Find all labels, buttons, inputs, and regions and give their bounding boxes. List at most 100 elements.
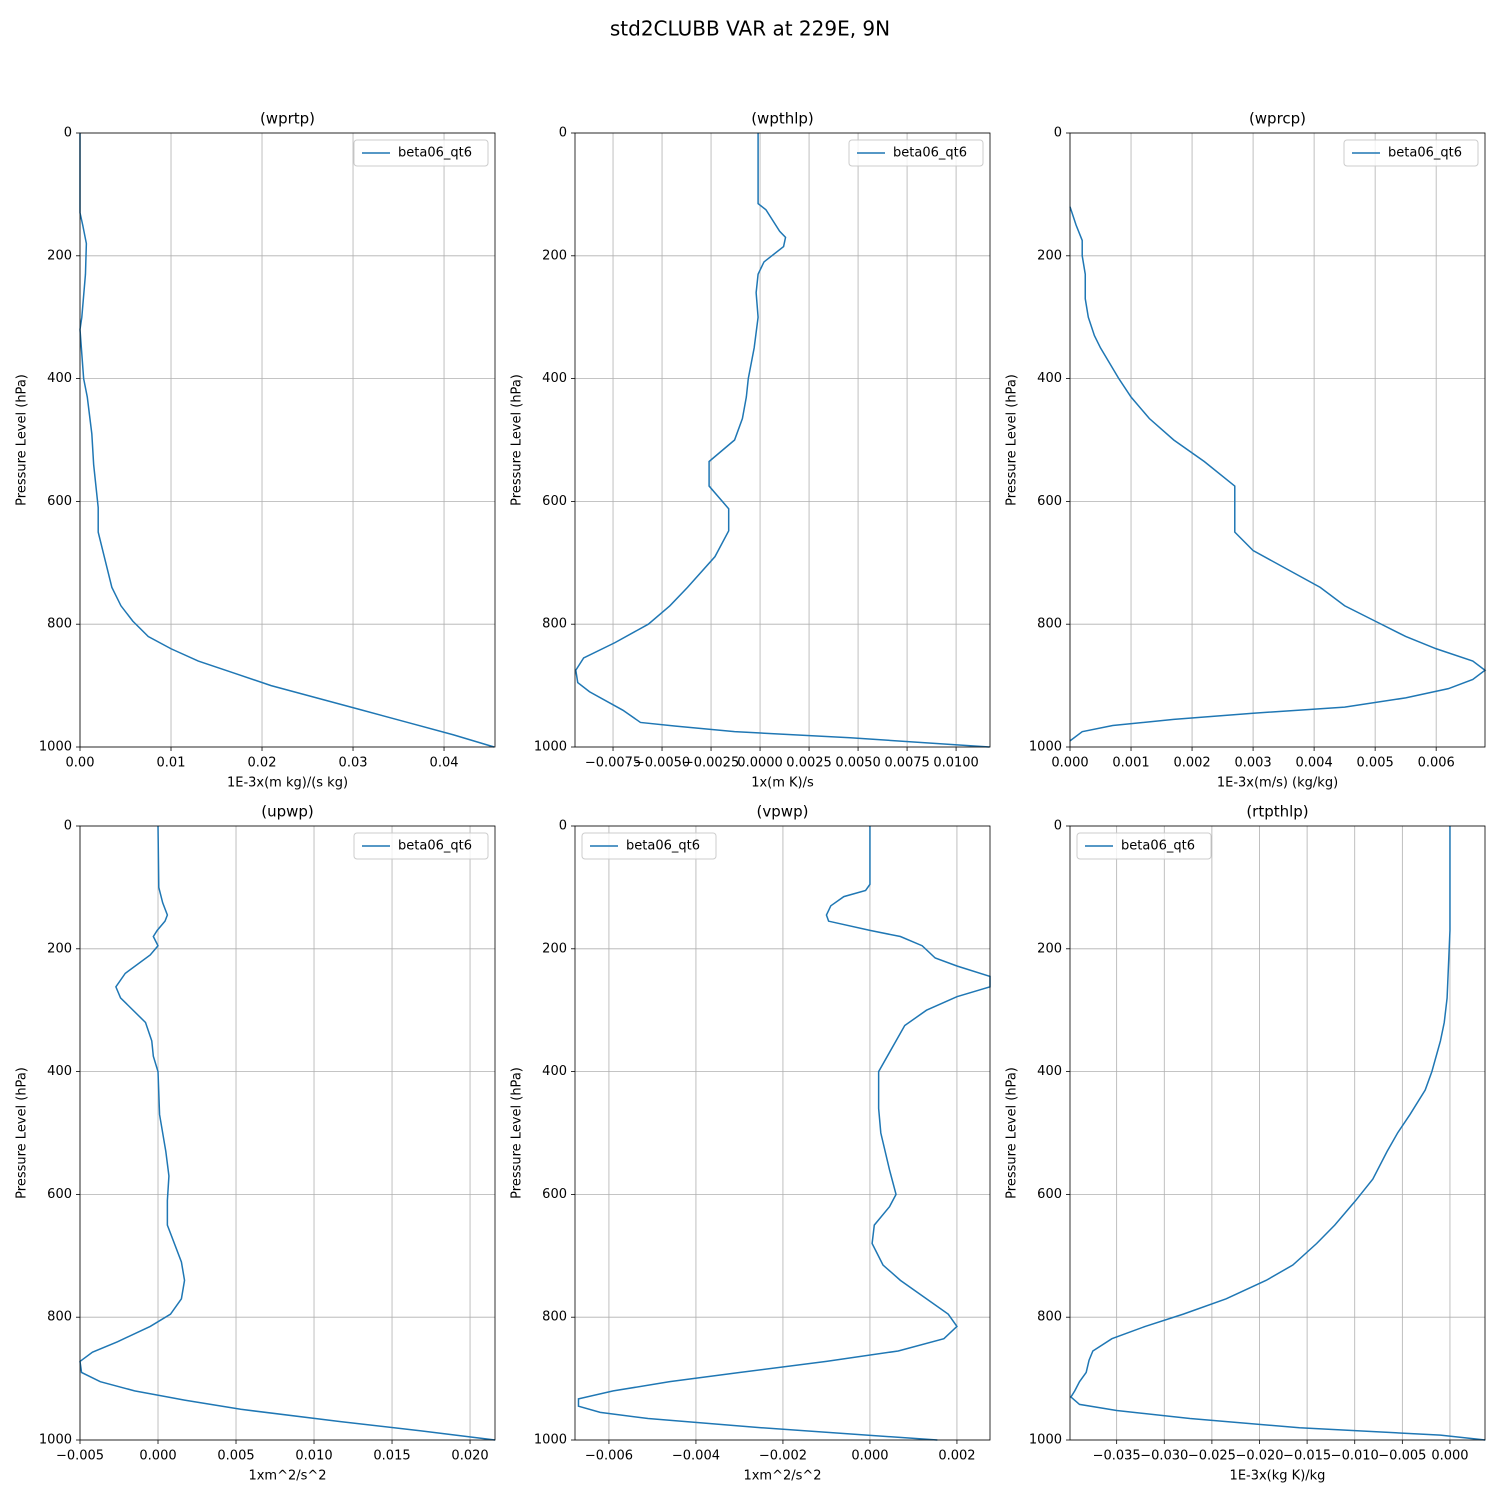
x-tick-label: 0.006 [1418, 756, 1455, 771]
y-tick-label: 800 [47, 617, 72, 632]
x-tick-label: −0.020 [1235, 1449, 1283, 1464]
y-tick-label: 400 [47, 371, 72, 386]
legend-label: beta06_qt6 [398, 146, 472, 161]
y-tick-label: 0 [1054, 126, 1062, 141]
x-tick-label: 0.004 [1296, 756, 1333, 771]
x-tick-label: 0.020 [451, 1449, 488, 1464]
x-tick-label: 0.005 [217, 1449, 254, 1464]
x-tick-label: 0.03 [339, 756, 368, 771]
y-tick-label: 600 [1037, 494, 1062, 509]
y-tick-label: 1000 [39, 740, 72, 755]
x-tick-label: 0.00 [66, 756, 95, 771]
legend-label: beta06_qt6 [398, 839, 472, 854]
chart-title: (vpwp) [757, 803, 809, 821]
y-tick-label: 400 [47, 1064, 72, 1079]
y-tick-label: 1000 [39, 1433, 72, 1448]
data-line [79, 133, 495, 748]
y-tick-label: 800 [1037, 617, 1062, 632]
y-tick-label: 0 [559, 819, 567, 834]
y-axis-label: Pressure Level (hPa) [1005, 374, 1020, 506]
x-axis-label: 1E-3x(m kg)/(s kg) [227, 776, 348, 791]
x-tick-label: −0.030 [1140, 1449, 1188, 1464]
x-axis-label: 1E-3x(kg K)/kg [1230, 1469, 1326, 1484]
y-tick-label: 1000 [534, 1433, 567, 1448]
y-tick-label: 1000 [534, 740, 567, 755]
legend-label: beta06_qt6 [1388, 146, 1462, 161]
x-tick-label: −0.0050 [634, 756, 690, 771]
x-tick-label: 0.0100 [933, 756, 979, 771]
y-tick-label: 600 [47, 1187, 72, 1202]
y-axis-label: Pressure Level (hPa) [15, 374, 30, 506]
x-tick-label: 0.0025 [786, 756, 832, 771]
legend-box [1076, 832, 1212, 860]
x-tick-label: 0.02 [248, 756, 277, 771]
x-axis-label: 1xm^2/s^2 [248, 1469, 326, 1484]
chart-title: (wpthlp) [751, 110, 814, 128]
legend: beta06_qt6 [1343, 139, 1479, 167]
y-tick-label: 800 [47, 1310, 72, 1325]
x-tick-label: 0.002 [1173, 756, 1210, 771]
axes-frame [79, 825, 496, 1441]
legend-box [1343, 139, 1479, 167]
y-tick-label: 400 [542, 371, 567, 386]
y-tick-label: 200 [1037, 941, 1062, 956]
y-tick-label: 200 [542, 941, 567, 956]
y-tick-label: 200 [1037, 248, 1062, 263]
legend: beta06_qt6 [353, 139, 489, 167]
y-tick-label: 600 [47, 494, 72, 509]
y-tick-label: 0 [64, 126, 72, 141]
legend-box [848, 139, 984, 167]
data-line [577, 826, 991, 1441]
y-tick-label: 600 [542, 1187, 567, 1202]
x-tick-label: −0.0075 [585, 756, 641, 771]
x-tick-label: 0.015 [373, 1449, 410, 1464]
y-tick-label: 0 [559, 126, 567, 141]
legend: beta06_qt6 [848, 139, 984, 167]
legend: beta06_qt6 [1076, 832, 1212, 860]
data-line [1069, 206, 1487, 742]
y-tick-label: 600 [1037, 1187, 1062, 1202]
y-tick-label: 200 [542, 248, 567, 263]
x-tick-label: 0.000 [139, 1449, 176, 1464]
chart-title: (wprcp) [1249, 110, 1306, 128]
x-tick-label: −0.006 [585, 1449, 633, 1464]
y-axis-label: Pressure Level (hPa) [1005, 1067, 1020, 1199]
legend-box [353, 139, 489, 167]
y-tick-label: 200 [47, 248, 72, 263]
data-line [574, 133, 990, 748]
x-tick-label: −0.035 [1093, 1449, 1141, 1464]
legend-label: beta06_qt6 [893, 146, 967, 161]
x-tick-label: 0.000 [1431, 1449, 1468, 1464]
legend-label: beta06_qt6 [626, 839, 700, 854]
axes-frame [574, 825, 991, 1441]
chart-title: (wprtp) [260, 110, 315, 128]
legend-box [353, 832, 489, 860]
axes-frame [574, 132, 991, 748]
y-tick-label: 400 [542, 1064, 567, 1079]
x-tick-label: 0.003 [1234, 756, 1271, 771]
x-tick-label: 0.0000 [737, 756, 783, 771]
x-tick-label: −0.010 [1331, 1449, 1379, 1464]
legend: beta06_qt6 [353, 832, 489, 860]
x-axis-label: 1xm^2/s^2 [743, 1469, 821, 1484]
axes-frame [1069, 825, 1486, 1441]
x-tick-label: 0.01 [157, 756, 186, 771]
legend-label: beta06_qt6 [1121, 839, 1195, 854]
y-tick-label: 800 [542, 617, 567, 632]
y-tick-label: 600 [542, 494, 567, 509]
chart-title: (rtpthlp) [1246, 803, 1308, 821]
y-tick-label: 200 [47, 941, 72, 956]
x-tick-label: −0.015 [1283, 1449, 1331, 1464]
y-axis-label: Pressure Level (hPa) [510, 374, 525, 506]
x-tick-label: −0.0025 [683, 756, 739, 771]
x-tick-label: −0.002 [759, 1449, 807, 1464]
data-line [1069, 826, 1486, 1441]
x-tick-label: 0.001 [1112, 756, 1149, 771]
legend-box [581, 832, 717, 860]
x-tick-label: 0.002 [938, 1449, 975, 1464]
y-tick-label: 1000 [1029, 740, 1062, 755]
x-axis-label: 1x(m K)/s [751, 776, 814, 791]
x-tick-label: 0.0050 [835, 756, 881, 771]
x-tick-label: −0.025 [1188, 1449, 1236, 1464]
x-tick-label: −0.005 [56, 1449, 104, 1464]
